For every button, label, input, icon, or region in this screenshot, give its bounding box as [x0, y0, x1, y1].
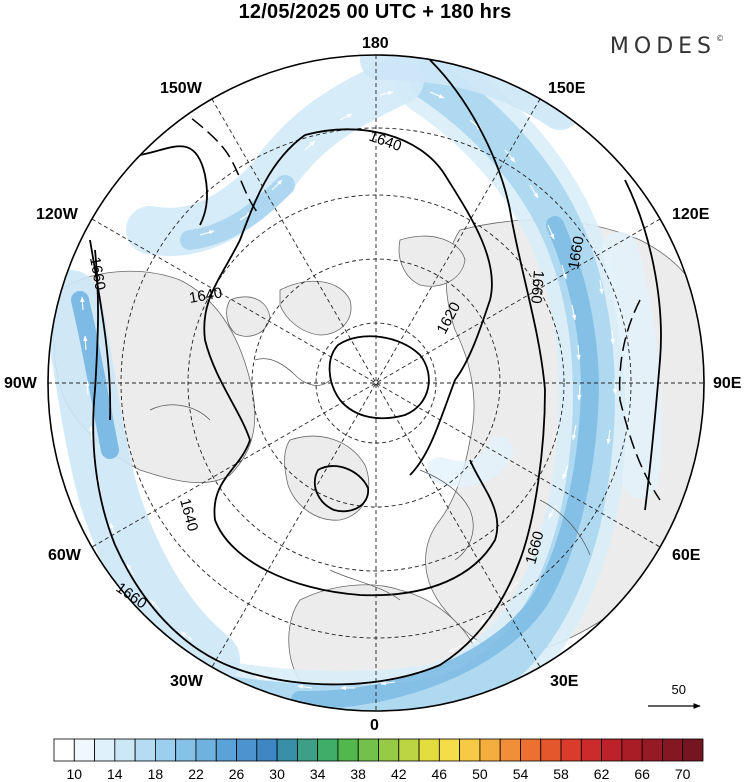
lon-label-30w: 30W — [170, 673, 203, 690]
lon-label-120e: 120E — [672, 206, 710, 223]
colorbar-tick-label: 62 — [593, 766, 610, 782]
colorbar-swatch — [682, 738, 704, 762]
lon-label-60e: 60E — [672, 547, 701, 564]
height-contours — [89, 59, 662, 686]
lon-label-90w: 90W — [4, 375, 37, 392]
colorbar-swatch — [580, 738, 602, 762]
colorbar-swatch — [520, 738, 542, 762]
colorbar-swatch — [114, 738, 136, 762]
colorbar-tick-label: 22 — [188, 766, 204, 782]
colorbar-swatch — [175, 738, 197, 762]
colorbar-swatch — [215, 738, 237, 762]
colorbar-labels: 10 14 18 22 26 30 34 38 42 46 50 54 58 62 66 70 — [0, 766, 750, 782]
colorbar-swatch — [94, 738, 116, 762]
colorbar-swatch — [378, 738, 400, 762]
lon-label-180: 180 — [362, 35, 389, 52]
colorbar-tick-label: 42 — [391, 766, 407, 782]
colorbar-tick-label: 34 — [309, 766, 326, 782]
colorbar-swatch — [53, 738, 75, 762]
colorbar-swatch — [621, 738, 643, 762]
contour-label: 1660 — [527, 270, 547, 305]
wind-vectors — [80, 90, 618, 691]
colorbar-swatch — [662, 738, 684, 762]
colorbar-tick-label: 54 — [512, 766, 529, 782]
lon-label-120w: 120W — [36, 206, 78, 223]
colorbar-tick-label: 10 — [66, 766, 83, 782]
colorbar-swatch — [276, 738, 298, 762]
colorbar-swatch — [317, 738, 339, 762]
jet-stream-shading — [48, 55, 662, 711]
colorbar-tick-label: 30 — [269, 766, 285, 782]
modes-logo: MODES© — [609, 34, 724, 59]
contour-label: 1640 — [188, 284, 224, 307]
lon-label-150e: 150E — [548, 80, 586, 97]
colorbar-swatch — [134, 738, 156, 762]
colorbar-swatch — [540, 738, 562, 762]
colorbar-tick-label: 66 — [634, 766, 650, 782]
colorbar-swatch — [438, 738, 461, 762]
colorbar-swatch — [337, 738, 359, 762]
colorbar-tick-label: 70 — [674, 766, 691, 782]
colorbar-swatch — [641, 738, 663, 762]
colorbar-swatch — [256, 738, 278, 762]
colorbar-swatch — [195, 738, 217, 762]
reference-vector-value: 50 — [671, 682, 686, 697]
colorbar-tick-label: 14 — [107, 766, 123, 782]
colorbar-swatch — [236, 738, 258, 762]
colorbar-swatch — [296, 738, 319, 762]
contour-label: 1660 — [565, 235, 588, 271]
colorbar-swatch — [73, 738, 95, 762]
graticule — [48, 55, 704, 711]
colorbar-swatch — [357, 738, 379, 762]
colorbar-swatch — [479, 738, 501, 762]
colorbar-tick-label: 50 — [472, 766, 488, 782]
colorbar-tick-label: 18 — [147, 766, 164, 782]
coastlines — [149, 358, 591, 601]
colorbar-swatch — [155, 738, 177, 762]
colorbar-swatch — [418, 738, 440, 762]
contour-label: 1660 — [86, 256, 109, 292]
map-border — [47, 54, 705, 712]
colorbar-swatch — [560, 738, 582, 762]
map-disc — [48, 55, 704, 711]
map-title: 12/05/2025 00 UTC + 180 hrs — [238, 1, 512, 23]
lon-label-90e: 90E — [713, 375, 742, 392]
colorbar-tick-label: 26 — [228, 766, 245, 782]
colorbar-swatch — [499, 738, 521, 762]
lon-label-150w: 150W — [160, 80, 202, 97]
colorbar — [53, 738, 704, 762]
lon-label-0: 0 — [370, 717, 379, 734]
colorbar-tick-label: 38 — [350, 766, 366, 782]
lon-label-30e: 30E — [550, 673, 579, 690]
colorbar-tick-label: 46 — [431, 766, 448, 782]
colorbar-swatch — [459, 738, 481, 762]
colorbar-swatch — [601, 738, 623, 762]
lon-label-60w: 60W — [48, 547, 81, 564]
colorbar-swatch — [398, 738, 420, 762]
colorbar-tick-label: 58 — [553, 766, 569, 782]
